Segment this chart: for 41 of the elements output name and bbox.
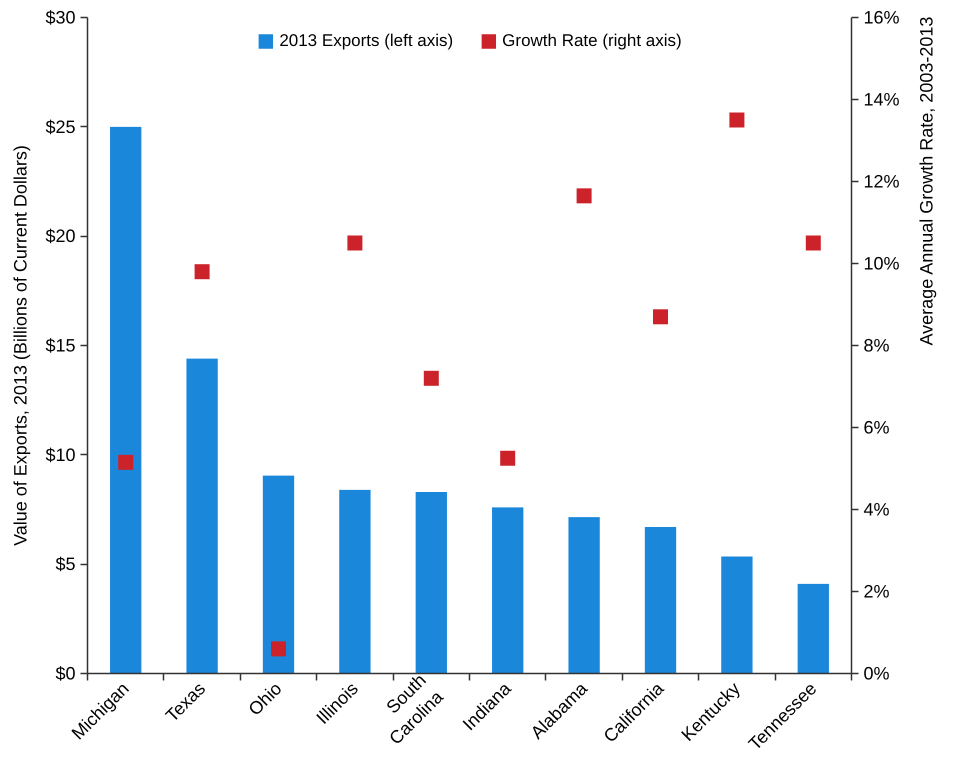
- legend-label: 2013 Exports (left axis): [279, 31, 454, 51]
- y2-tick-label: 6%: [864, 418, 890, 438]
- point: [500, 450, 516, 466]
- x-tick-label: Ohio: [244, 678, 286, 720]
- y-tick-label: $0: [55, 664, 76, 684]
- point: [271, 641, 286, 656]
- point: [729, 112, 744, 128]
- bar: [110, 126, 142, 674]
- bar: [644, 526, 676, 674]
- y2-tick-label: 2%: [864, 582, 890, 602]
- bar: [492, 507, 524, 674]
- point: [576, 188, 592, 204]
- bar: [798, 584, 829, 674]
- y2-axis-title: Average Annual Growth Rate, 2003-2013: [916, 16, 937, 346]
- point: [194, 264, 210, 280]
- y2-tick-label: 16%: [864, 8, 900, 28]
- y-tick-label: $5: [55, 554, 76, 574]
- y2-tick-label: 0%: [864, 664, 890, 684]
- bar: [568, 517, 600, 674]
- bar: [416, 492, 447, 674]
- y-tick-label: $20: [45, 226, 76, 246]
- y-axis-title: Value of Exports, 2013 (Billions of Current Dollars): [10, 145, 30, 546]
- bar: [262, 476, 294, 674]
- bar: [186, 358, 218, 674]
- y2-tick-label: 10%: [864, 254, 900, 274]
- y-tick-label: $25: [45, 116, 76, 137]
- point: [347, 236, 362, 250]
- y2-tick-label: 4%: [864, 500, 890, 520]
- y-tick-label: $15: [45, 336, 76, 356]
- y-tick-label: $10: [45, 444, 76, 465]
- bar: [339, 490, 371, 674]
- legend-label: Growth Rate (right axis): [502, 31, 682, 51]
- bar: [721, 556, 753, 674]
- y2-tick-label: 14%: [864, 90, 900, 110]
- y2-tick-label: 8%: [864, 336, 890, 356]
- point: [118, 454, 134, 470]
- y-tick-label: $30: [45, 8, 76, 28]
- point: [806, 236, 821, 250]
- point: [424, 370, 439, 386]
- y2-tick-label: 12%: [864, 172, 900, 192]
- point: [653, 309, 668, 324]
